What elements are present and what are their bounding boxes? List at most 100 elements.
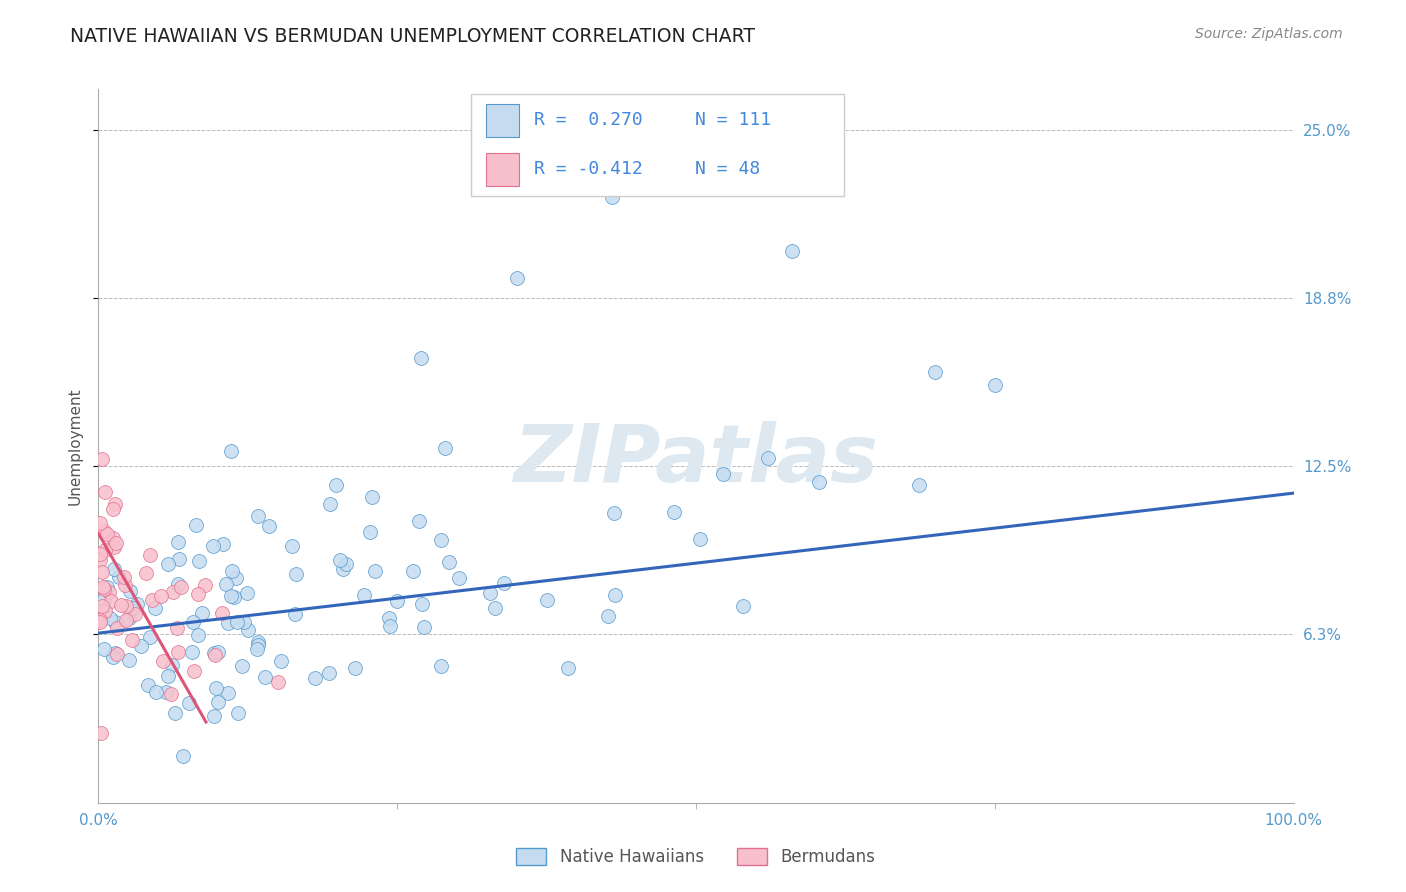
Point xyxy=(166,621,188,635)
Point xyxy=(93,642,115,657)
Point xyxy=(360,491,382,505)
Point xyxy=(411,351,433,366)
Point xyxy=(127,598,149,612)
Point xyxy=(359,524,381,539)
Point xyxy=(139,548,162,562)
Point xyxy=(325,478,347,492)
Point xyxy=(103,562,125,576)
Point xyxy=(430,658,453,673)
Point xyxy=(105,621,128,635)
Point xyxy=(413,620,436,634)
Point xyxy=(94,604,117,618)
Point xyxy=(96,580,118,594)
Point xyxy=(484,600,506,615)
Point xyxy=(160,687,183,701)
Point xyxy=(270,654,292,668)
Text: R = -0.412: R = -0.412 xyxy=(534,160,643,178)
Point xyxy=(97,584,120,599)
Point xyxy=(160,657,183,672)
Point xyxy=(89,613,111,627)
Point xyxy=(143,600,166,615)
Point xyxy=(236,623,259,637)
Point xyxy=(246,634,269,648)
Point xyxy=(129,639,152,653)
Point xyxy=(162,585,184,599)
Point xyxy=(89,615,111,629)
Point xyxy=(124,607,146,621)
Point xyxy=(364,564,387,578)
Point xyxy=(202,646,225,660)
Point xyxy=(689,532,711,546)
Y-axis label: Unemployment: Unemployment xyxy=(67,387,83,505)
Point xyxy=(557,661,579,675)
Point xyxy=(105,535,128,549)
Point xyxy=(711,467,734,482)
Text: Source: ZipAtlas.com: Source: ZipAtlas.com xyxy=(1195,27,1343,41)
Point xyxy=(434,441,457,455)
Point xyxy=(780,244,803,258)
Point xyxy=(204,648,226,662)
Point xyxy=(280,539,302,553)
Point xyxy=(183,664,205,678)
Point xyxy=(103,497,125,511)
Point xyxy=(115,613,138,627)
Point xyxy=(157,558,180,572)
Point xyxy=(121,632,143,647)
Point xyxy=(605,588,627,602)
Text: NATIVE HAWAIIAN VS BERMUDAN UNEMPLOYMENT CORRELATION CHART: NATIVE HAWAIIAN VS BERMUDAN UNEMPLOYMENT… xyxy=(70,27,755,45)
Point xyxy=(93,582,115,596)
Point xyxy=(226,706,249,720)
Point xyxy=(118,611,141,625)
Point xyxy=(103,646,125,660)
Point xyxy=(136,678,159,692)
Point xyxy=(181,645,204,659)
Point xyxy=(247,509,270,524)
Point xyxy=(145,685,167,699)
Point xyxy=(430,533,453,548)
Point xyxy=(267,675,290,690)
Point xyxy=(118,653,141,667)
Point xyxy=(506,270,529,285)
Point xyxy=(908,478,931,492)
Point xyxy=(91,580,114,594)
Point xyxy=(478,586,501,600)
Point xyxy=(114,578,136,592)
Point xyxy=(108,569,131,583)
Point xyxy=(93,485,115,500)
Point xyxy=(246,639,269,653)
Point xyxy=(329,553,352,567)
Point xyxy=(170,580,193,594)
Point xyxy=(411,597,433,611)
Point xyxy=(172,749,194,764)
Point xyxy=(98,611,121,625)
Point xyxy=(90,452,112,467)
Point xyxy=(408,514,430,528)
Point xyxy=(984,378,1007,392)
Text: N = 48: N = 48 xyxy=(695,160,759,178)
Point xyxy=(90,599,112,613)
Legend: Native Hawaiians, Bermudans: Native Hawaiians, Bermudans xyxy=(510,841,882,873)
Point xyxy=(494,576,516,591)
Point xyxy=(152,654,174,668)
Point xyxy=(205,681,228,695)
Point xyxy=(236,586,259,600)
Point xyxy=(756,450,779,465)
Point xyxy=(215,577,238,591)
Point xyxy=(156,669,179,683)
Point xyxy=(202,540,225,554)
Point xyxy=(141,592,163,607)
Point xyxy=(194,578,217,592)
Point xyxy=(105,647,128,661)
Point xyxy=(101,501,124,516)
Point xyxy=(596,609,619,624)
Point xyxy=(437,555,460,569)
Point xyxy=(222,590,245,604)
Point xyxy=(165,706,187,720)
Point xyxy=(100,594,122,608)
Point xyxy=(246,641,269,656)
Point xyxy=(284,567,307,582)
Point xyxy=(207,645,229,659)
Point xyxy=(104,615,127,629)
Point xyxy=(202,708,225,723)
Point xyxy=(166,534,188,549)
